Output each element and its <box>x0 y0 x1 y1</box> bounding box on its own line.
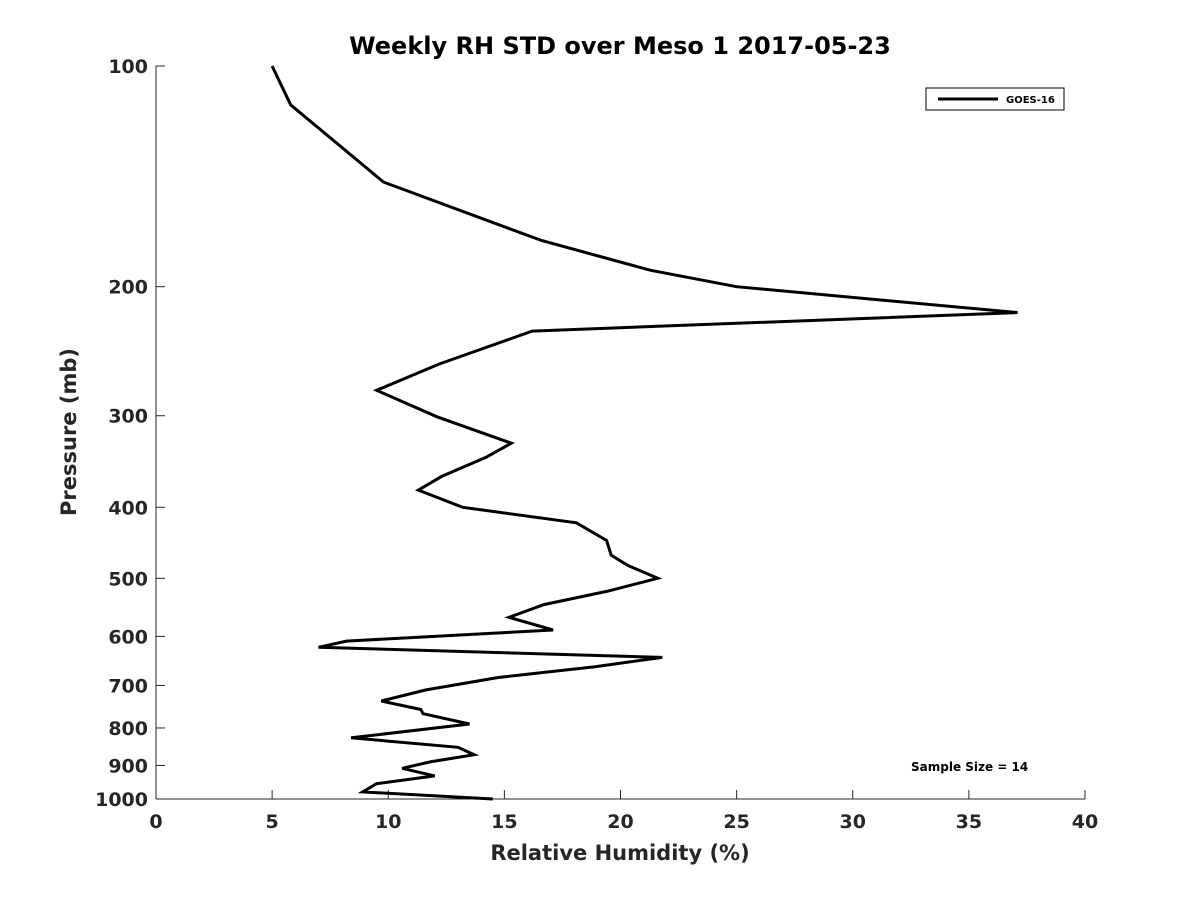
chart-title: Weekly RH STD over Meso 1 2017-05-23 <box>349 32 891 60</box>
x-tick-label: 25 <box>723 811 749 833</box>
y-tick-label: 200 <box>108 277 148 299</box>
x-tick-label: 40 <box>1072 811 1098 833</box>
y-tick-label: 900 <box>108 755 148 777</box>
y-axis-label: Pressure (mb) <box>57 348 81 516</box>
x-axis-label: Relative Humidity (%) <box>490 841 749 865</box>
x-tick-label: 10 <box>375 811 401 833</box>
y-tick-label: 700 <box>108 675 148 697</box>
x-tick-label: 35 <box>956 811 982 833</box>
y-tick-label: 100 <box>108 56 148 78</box>
x-axis-ticks: 0 5 10 15 20 25 30 35 40 <box>149 790 1098 833</box>
y-tick-label: 800 <box>108 718 148 740</box>
legend-label-goes-16: GOES-16 <box>1006 95 1055 106</box>
x-tick-label: 30 <box>840 811 866 833</box>
x-tick-label: 5 <box>266 811 279 833</box>
legend: GOES-16 <box>925 87 1065 111</box>
y-tick-label: 300 <box>108 406 148 428</box>
series-line-goes-16 <box>270 65 1018 801</box>
y-tick-label: 600 <box>108 626 148 648</box>
y-axis-ticks: 100 200 300 400 500 600 700 800 900 1000 <box>95 56 165 811</box>
x-tick-label: 20 <box>607 811 633 833</box>
x-tick-label: 0 <box>149 811 162 833</box>
x-tick-label: 15 <box>491 811 517 833</box>
series-layer <box>270 65 1018 801</box>
y-tick-label: 500 <box>108 568 148 590</box>
y-tick-label: 400 <box>108 497 148 519</box>
y-tick-label: 1000 <box>95 789 148 811</box>
sample-size-annotation: Sample Size = 14 <box>911 760 1028 774</box>
